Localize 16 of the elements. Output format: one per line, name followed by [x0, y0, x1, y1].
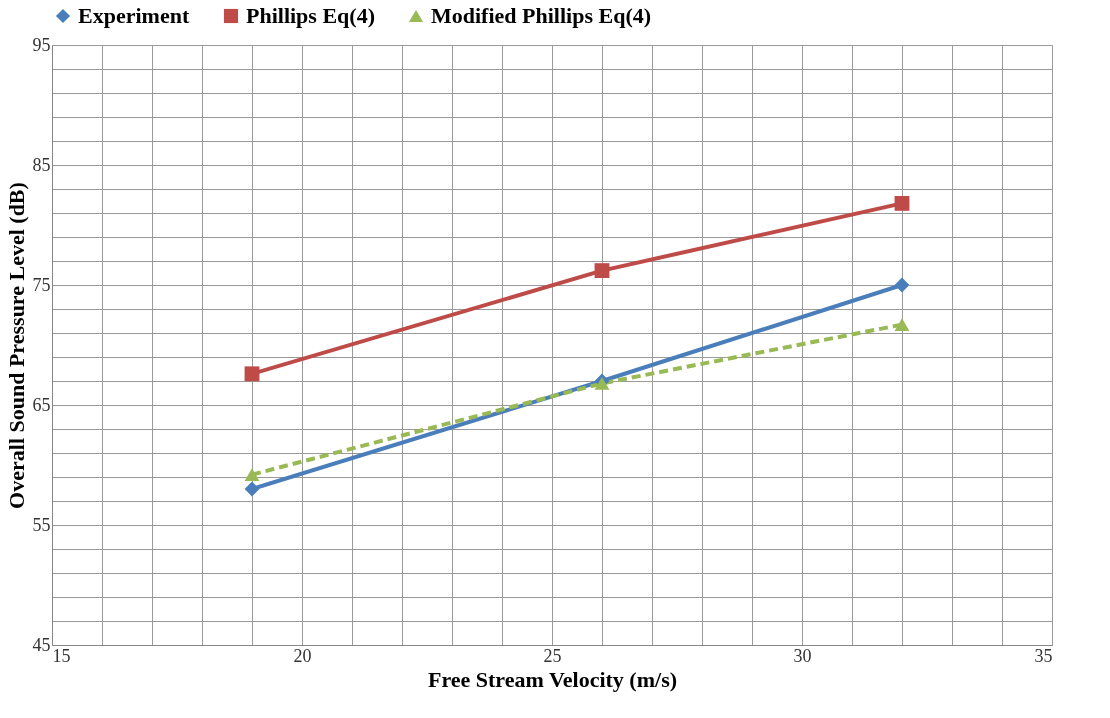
legend-label: Phillips Eq(4) — [246, 3, 375, 28]
y-axis-title: Overall Sound Pressure Level (dB) — [3, 182, 29, 509]
y-tick-label: 85 — [32, 154, 51, 175]
x-tick-label: 15 — [52, 645, 71, 666]
x-axis-title: Free Stream Velocity (m/s) — [427, 666, 678, 692]
x-tick-label: 20 — [293, 645, 312, 666]
y-tick-label: 55 — [32, 514, 51, 535]
x-tick-label: 30 — [793, 645, 812, 666]
y-tick-label: 95 — [32, 34, 51, 55]
y-tick-label: 75 — [32, 274, 51, 295]
x-tick-label: 35 — [1034, 645, 1053, 666]
y-tick-label: 65 — [32, 394, 51, 415]
legend-label: Experiment — [78, 3, 190, 28]
legend-label: Modified Phillips Eq(4) — [431, 3, 652, 28]
y-tick-label: 45 — [32, 634, 51, 655]
x-tick-label: 25 — [543, 645, 562, 666]
